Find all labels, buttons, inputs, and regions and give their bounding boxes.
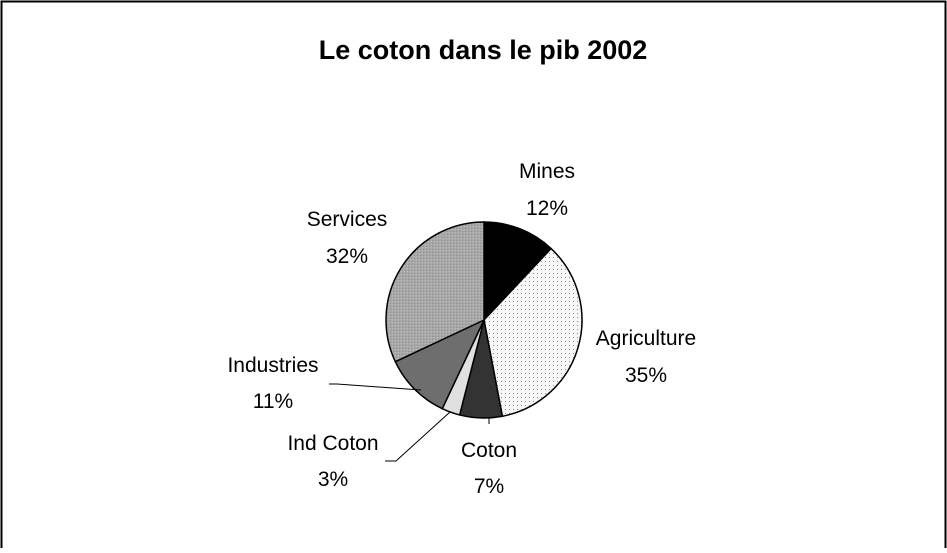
label-industries: Industries [227, 354, 318, 377]
chart-title: Le coton dans le pib 2002 [319, 35, 648, 65]
leader-lines [329, 383, 490, 462]
label-agriculture: Agriculture [596, 327, 696, 350]
leader-line-ind-coton [385, 411, 451, 462]
pie-slice-services [385, 221, 485, 363]
pie-slices [385, 221, 583, 419]
data-labels: Mines 12% Agriculture 35% Coton 7% Ind C… [227, 160, 696, 498]
leader-line-industries [329, 383, 422, 391]
label-services: Services [307, 208, 388, 231]
pie-slice-agriculture [483, 247, 583, 418]
value-industries: 11% [253, 390, 293, 413]
value-ind-coton: 3% [318, 468, 348, 491]
label-mines: Mines [519, 160, 575, 183]
value-agriculture: 35% [625, 364, 667, 387]
value-coton: 7% [474, 475, 504, 498]
value-mines: 12% [526, 197, 568, 220]
label-coton: Coton [461, 439, 517, 462]
value-services: 32% [326, 245, 368, 268]
label-ind-coton: Ind Coton [287, 432, 378, 455]
pie-slice-mines [483, 221, 553, 322]
